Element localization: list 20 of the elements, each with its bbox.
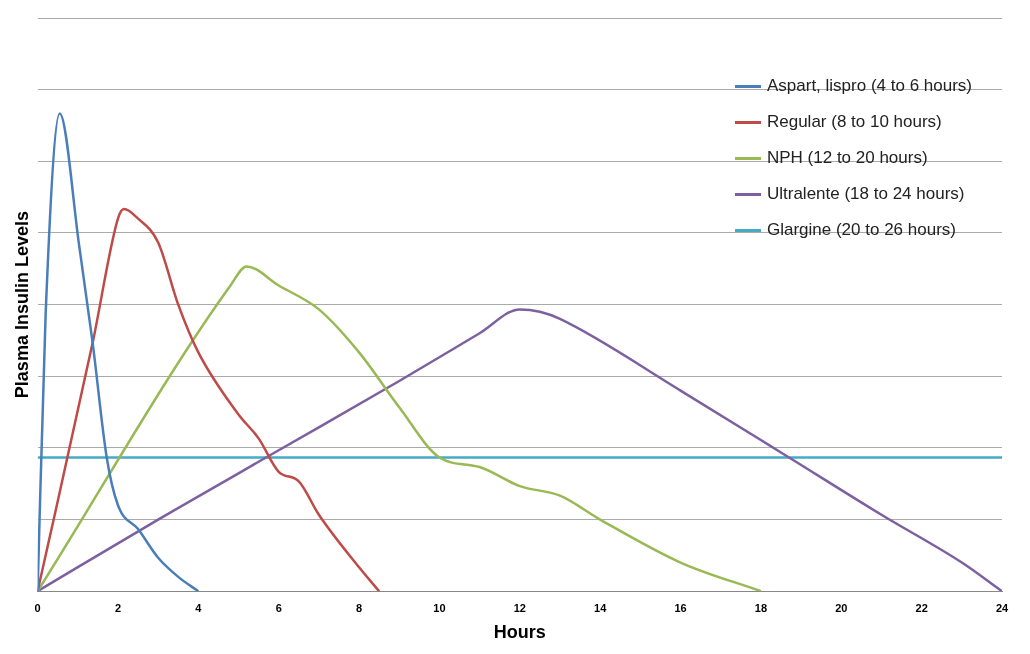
x-tick-label: 18 bbox=[754, 601, 768, 614]
x-tick-label: 6 bbox=[275, 601, 282, 614]
x-tick-label: 16 bbox=[674, 601, 687, 614]
x-tick-label: 4 bbox=[195, 601, 203, 614]
x-tick-label: 8 bbox=[356, 601, 363, 614]
x-tick-label: 24 bbox=[995, 601, 1009, 614]
legend-label: Regular (8 to 10 hours) bbox=[766, 111, 942, 133]
legend-label: NPH (12 to 20 hours) bbox=[766, 147, 928, 169]
x-axis-title: Hours bbox=[493, 622, 546, 643]
x-tick-label: 10 bbox=[433, 601, 446, 614]
x-tick-label: 12 bbox=[513, 601, 526, 614]
x-tick-label: 14 bbox=[594, 601, 608, 614]
legend-label: Ultralente (18 to 24 hours) bbox=[766, 183, 965, 205]
x-tick-label: 22 bbox=[915, 601, 928, 614]
y-axis-title: Plasma Insulin Levels bbox=[11, 211, 32, 399]
legend-label: Glargine (20 to 26 hours) bbox=[766, 219, 956, 241]
x-tick-label: 0 bbox=[34, 601, 41, 614]
x-tick-label: 2 bbox=[114, 601, 122, 614]
legend-label: Aspart, lispro (4 to 6 hours) bbox=[766, 75, 972, 97]
x-tick-label: 20 bbox=[835, 601, 848, 614]
